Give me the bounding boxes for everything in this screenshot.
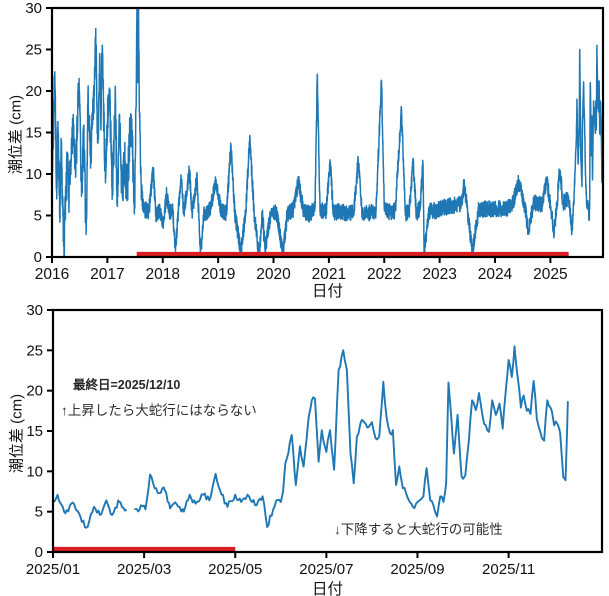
svg-text:2025/07: 2025/07 — [299, 561, 353, 578]
annotation-drop-meander-possible: ↓下降すると大蛇行の可能性 — [334, 522, 503, 537]
svg-text:10: 10 — [25, 166, 42, 183]
svg-text:20: 20 — [26, 383, 43, 400]
bottom-chart-ylabel: 潮位差 (cm) — [8, 393, 26, 474]
svg-text:2020: 2020 — [256, 266, 291, 283]
svg-text:0: 0 — [34, 249, 42, 266]
svg-text:30: 30 — [26, 302, 43, 319]
axis-ticks: 2025/01 2025/03 2025/05 2025/07 2025/09 2025/… — [26, 302, 535, 578]
svg-text:5: 5 — [34, 208, 42, 225]
svg-text:2016: 2016 — [35, 266, 69, 283]
annotation-rise-no-meander: ↑上昇したら大蛇行にはならない — [61, 403, 257, 418]
svg-text:25: 25 — [26, 342, 43, 359]
svg-text:15: 15 — [26, 423, 43, 440]
top-chart-canvas: 2016 2017 2018 2019 2020 2021 2022 2023 2024 2025… — [25, 0, 605, 283]
svg-text:20: 20 — [25, 83, 42, 100]
svg-text:2022: 2022 — [367, 266, 401, 283]
svg-text:2025/01: 2025/01 — [26, 561, 80, 578]
svg-text:2021: 2021 — [312, 266, 346, 283]
svg-text:25: 25 — [25, 42, 42, 59]
svg-text:0: 0 — [35, 544, 43, 561]
svg-text:2024: 2024 — [478, 266, 513, 283]
top-chart-ylabel: 潮位差 (cm) — [7, 94, 25, 175]
svg-text:2023: 2023 — [422, 266, 456, 283]
series-line — [53, 345, 569, 529]
top-chart-xlabel: 日付 — [311, 283, 343, 300]
svg-text:2018: 2018 — [146, 266, 180, 283]
plot-border — [50, 6, 605, 259]
svg-text:2025/09: 2025/09 — [390, 561, 444, 578]
svg-text:2025/03: 2025/03 — [117, 561, 171, 578]
svg-text:2025/11: 2025/11 — [482, 561, 535, 578]
svg-text:2025: 2025 — [533, 266, 567, 283]
svg-text:10: 10 — [26, 463, 43, 480]
svg-text:2017: 2017 — [90, 266, 124, 283]
series-line — [52, 8, 603, 257]
plot-border — [51, 308, 604, 554]
svg-text:2019: 2019 — [201, 266, 235, 283]
annotation-last-date: 最終日=2025/12/10 — [73, 378, 181, 392]
bottom-chart-canvas: 2025/01 2025/03 2025/05 2025/07 2025/09 2025/… — [26, 302, 604, 578]
svg-text:2025/05: 2025/05 — [208, 561, 262, 578]
axis-ticks: 2016 2017 2018 2019 2020 2021 2022 2023 2024 2025… — [25, 0, 567, 283]
svg-text:5: 5 — [35, 504, 43, 521]
svg-text:15: 15 — [25, 125, 42, 142]
bottom-chart-xlabel: 日付 — [311, 581, 343, 596]
svg-text:30: 30 — [25, 0, 42, 17]
